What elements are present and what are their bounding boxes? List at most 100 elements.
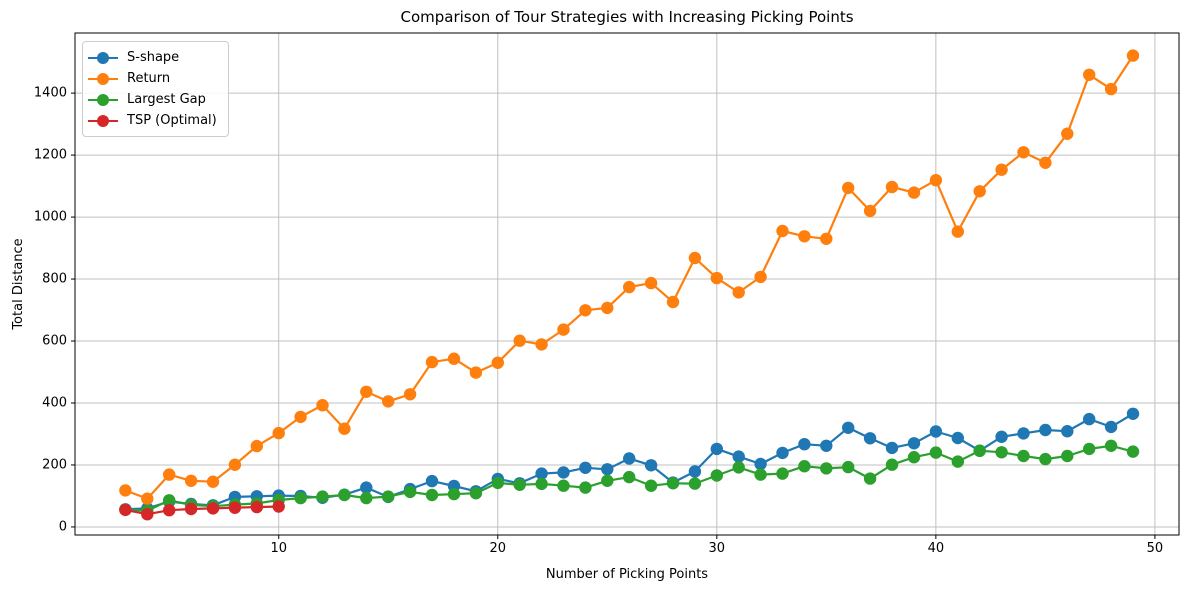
y-tick-label: 0 bbox=[59, 519, 67, 534]
data-point bbox=[929, 174, 943, 187]
data-point bbox=[907, 437, 921, 450]
x-tick-label: 10 bbox=[270, 541, 287, 556]
data-point bbox=[863, 432, 877, 445]
data-point bbox=[820, 462, 833, 475]
data-point bbox=[754, 457, 767, 471]
legend-marker-largest-gap bbox=[88, 93, 118, 106]
data-point bbox=[491, 476, 504, 490]
data-point bbox=[184, 502, 198, 516]
data-point bbox=[403, 485, 417, 499]
series-layer bbox=[119, 49, 1140, 521]
data-point bbox=[360, 385, 373, 398]
y-tick-label: 1400 bbox=[34, 86, 67, 101]
data-point bbox=[228, 458, 242, 471]
data-point bbox=[842, 460, 855, 474]
legend-marker-return bbox=[88, 72, 118, 85]
data-point bbox=[141, 508, 154, 521]
y-tick-label: 600 bbox=[42, 334, 67, 349]
data-point bbox=[973, 444, 986, 457]
data-point bbox=[425, 474, 439, 488]
legend-item-s-shape: S-shape bbox=[87, 48, 218, 67]
data-point bbox=[579, 461, 592, 474]
data-point bbox=[535, 477, 548, 491]
data-point bbox=[710, 469, 723, 482]
data-point bbox=[710, 442, 723, 456]
y-tick-label: 400 bbox=[42, 395, 67, 410]
legend: S-shape Return Largest Gap TSP (Optimal) bbox=[82, 41, 229, 137]
data-point bbox=[776, 224, 789, 238]
data-point bbox=[557, 323, 570, 336]
data-point bbox=[184, 474, 198, 487]
legend-label: TSP (Optimal) bbox=[127, 113, 217, 128]
data-point bbox=[623, 452, 636, 465]
data-point bbox=[557, 466, 570, 479]
data-point bbox=[557, 479, 570, 492]
data-point bbox=[688, 465, 702, 478]
data-point bbox=[995, 446, 1008, 459]
data-point bbox=[513, 478, 526, 491]
data-point bbox=[754, 468, 767, 481]
data-point bbox=[929, 446, 943, 459]
gridlines bbox=[75, 33, 1179, 535]
y-tick-label: 800 bbox=[42, 272, 67, 287]
data-point bbox=[250, 500, 263, 514]
data-point bbox=[1061, 425, 1074, 438]
data-point bbox=[754, 270, 767, 284]
data-point bbox=[688, 251, 702, 265]
legend-marker-s-shape bbox=[88, 51, 118, 64]
data-point bbox=[1061, 127, 1074, 140]
data-point bbox=[382, 490, 395, 503]
data-point bbox=[623, 280, 636, 294]
data-point bbox=[1126, 49, 1140, 62]
series-return bbox=[119, 49, 1140, 505]
data-point bbox=[425, 488, 439, 502]
data-point bbox=[601, 474, 614, 487]
data-point bbox=[206, 475, 220, 488]
legend-item-tsp-optimal: TSP (Optimal) bbox=[87, 111, 218, 130]
data-point bbox=[294, 491, 307, 505]
x-tick-label: 20 bbox=[489, 541, 506, 556]
data-point bbox=[447, 352, 461, 365]
data-point bbox=[1039, 156, 1052, 169]
chart-title: Comparison of Tour Strategies with Incre… bbox=[400, 8, 853, 26]
data-point bbox=[995, 163, 1008, 176]
data-point bbox=[798, 438, 811, 451]
legend-label: Largest Gap bbox=[127, 92, 206, 107]
data-point bbox=[601, 463, 614, 476]
data-point bbox=[338, 422, 351, 435]
data-point bbox=[1017, 449, 1030, 463]
data-point bbox=[666, 477, 680, 490]
data-point bbox=[535, 467, 548, 480]
data-point bbox=[776, 467, 789, 480]
data-point bbox=[798, 230, 811, 243]
data-point bbox=[1104, 82, 1118, 96]
data-point bbox=[863, 472, 877, 485]
data-point bbox=[119, 503, 132, 517]
data-point bbox=[491, 356, 504, 369]
x-tick-label: 30 bbox=[709, 541, 726, 556]
data-point bbox=[951, 431, 964, 445]
data-point bbox=[272, 500, 285, 513]
data-point bbox=[1083, 442, 1096, 456]
data-point bbox=[163, 468, 176, 481]
data-point bbox=[535, 338, 548, 351]
series-s-shape bbox=[119, 407, 1140, 516]
data-point bbox=[360, 491, 373, 505]
data-point bbox=[469, 487, 483, 500]
data-point bbox=[820, 439, 833, 452]
data-point bbox=[710, 271, 723, 285]
data-point bbox=[885, 180, 899, 194]
data-point bbox=[1126, 445, 1140, 458]
data-point bbox=[820, 232, 833, 245]
data-point bbox=[272, 426, 285, 440]
data-point bbox=[885, 458, 899, 471]
legend-marker-tsp-optimal bbox=[88, 114, 118, 127]
data-point bbox=[1104, 420, 1118, 434]
x-axis-label: Number of Picking Points bbox=[546, 567, 708, 582]
y-tick-label: 200 bbox=[42, 457, 67, 472]
data-point bbox=[403, 388, 417, 401]
y-axis-label: Total Distance bbox=[11, 238, 26, 330]
data-point bbox=[294, 410, 307, 424]
data-point bbox=[973, 185, 986, 198]
